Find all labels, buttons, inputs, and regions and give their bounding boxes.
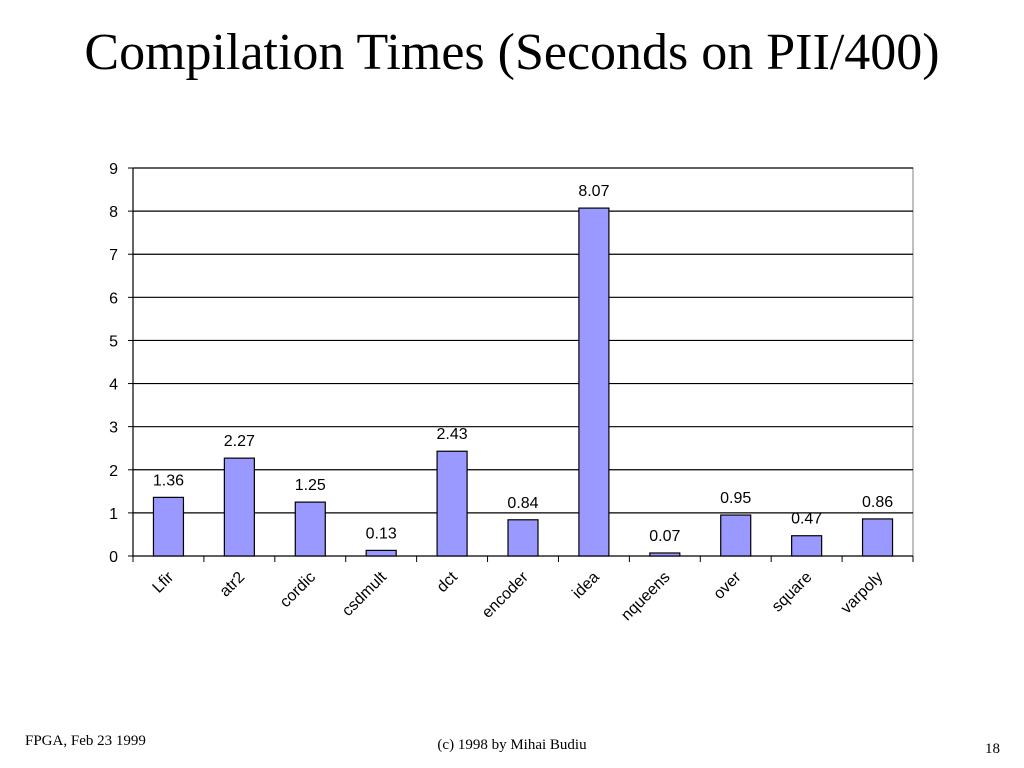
data-label: 2.43 bbox=[437, 426, 468, 443]
x-tick-label: encoder bbox=[479, 568, 532, 621]
bar-idea bbox=[578, 207, 610, 557]
data-label: 1.36 bbox=[153, 472, 184, 489]
bar-nqueens bbox=[649, 552, 681, 557]
data-label: 0.86 bbox=[862, 494, 893, 511]
x-tick-label: atr2 bbox=[217, 569, 249, 601]
bar-dct bbox=[436, 450, 468, 557]
bar-varpoly bbox=[861, 518, 894, 557]
y-tick-label: 4 bbox=[109, 377, 118, 394]
data-label: 0.95 bbox=[720, 490, 751, 507]
x-tick-label: nqueens bbox=[618, 569, 673, 624]
data-label: 8.07 bbox=[578, 183, 609, 200]
x-tick-label: Lfir bbox=[150, 568, 178, 596]
bar-cordic bbox=[294, 501, 326, 557]
footer-copyright: (c) 1998 by Mihai Budiu bbox=[437, 737, 587, 753]
y-tick-label: 2 bbox=[109, 463, 118, 480]
data-label: 0.47 bbox=[791, 511, 822, 528]
x-tick-label: dct bbox=[434, 568, 462, 596]
slide-title: Compilation Times (Seconds on PII/400) bbox=[84, 24, 940, 81]
y-tick-label: 9 bbox=[109, 161, 118, 178]
y-tick-label: 8 bbox=[109, 204, 118, 221]
data-label: 1.25 bbox=[295, 477, 326, 494]
bar-Lfir bbox=[152, 496, 185, 557]
bar-atr2 bbox=[223, 457, 255, 557]
y-tick-label: 5 bbox=[109, 333, 118, 350]
x-tick-label: csdmult bbox=[339, 568, 390, 619]
y-tick-label: 7 bbox=[109, 247, 118, 264]
footer-event-date: FPGA, Feb 23 1999 bbox=[25, 733, 146, 749]
bar-over bbox=[720, 514, 752, 557]
x-tick-label: cordic bbox=[277, 569, 319, 611]
slide-number: 18 bbox=[985, 741, 1000, 757]
x-tick-label: idea bbox=[569, 569, 602, 602]
y-tick-label: 6 bbox=[109, 290, 118, 307]
data-label: 2.27 bbox=[224, 433, 255, 450]
bar-chart: 0 1 2 3 4 5 6 7 8 9 1.36 Lfir 2.27 atr2 1.25 cordic 0.13… bbox=[109, 161, 914, 624]
x-tick-label: over bbox=[711, 568, 746, 603]
x-tick-label: varpoly bbox=[838, 569, 886, 617]
data-label: 0.13 bbox=[366, 525, 397, 542]
y-tick-label: 3 bbox=[109, 420, 118, 437]
data-label: 0.84 bbox=[507, 495, 538, 512]
bar-encoder bbox=[507, 519, 539, 557]
data-label: 0.07 bbox=[649, 528, 680, 545]
y-tick-label: 1 bbox=[109, 506, 118, 523]
bar-csdmult bbox=[365, 549, 397, 557]
x-tick-label: square bbox=[769, 569, 816, 616]
y-tick-label: 0 bbox=[109, 549, 118, 566]
bar-square bbox=[791, 535, 823, 557]
